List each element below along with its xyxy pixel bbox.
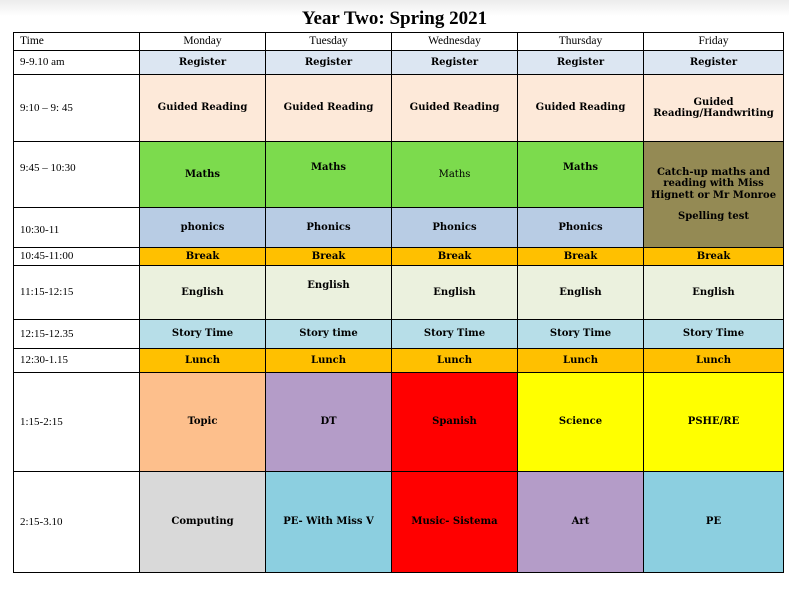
lunch-cell-fri: Lunch <box>643 348 784 373</box>
time-cell: 9:45 – 10:30 <box>13 141 140 208</box>
story-row: 12:15-12.35 Story Time Story time Story … <box>13 319 784 349</box>
afternoon2-row: 2:15-3.10 Computing PE- With Miss V Musi… <box>13 471 784 573</box>
phonics-row: 10:30-11 phonics Phonics Phonics Phonics <box>13 207 784 248</box>
english-row: 11:15-12:15 English English English Engl… <box>13 265 784 320</box>
time-cell: 10:30-11 <box>13 207 140 248</box>
reading-cell-wed: Guided Reading <box>391 74 518 142</box>
phonics-cell-wed: Phonics <box>391 207 518 248</box>
pe-miss-v-cell: PE- With Miss V <box>265 471 392 573</box>
page-title: Year Two: Spring 2021 <box>301 8 488 29</box>
time-cell: 10:45-11:00 <box>13 247 140 266</box>
break-cell-wed: Break <box>391 247 518 266</box>
catchup-text: Catch-up maths and reading with Miss Hig… <box>650 166 777 201</box>
maths-cell-mon: Maths <box>139 141 266 208</box>
header-thursday: Thursday <box>517 32 644 51</box>
lunch-cell-tue: Lunch <box>265 348 392 373</box>
story-cell-fri: Story Time <box>643 319 784 349</box>
english-cell-tue: English <box>265 265 392 320</box>
header-row: Time Monday Tuesday Wednesday Thursday F… <box>13 32 784 51</box>
english-cell-thu: English <box>517 265 644 320</box>
time-cell: 9-9.10 am <box>13 50 140 75</box>
lunch-cell-wed: Lunch <box>391 348 518 373</box>
music-sistema-cell: Music- Sistema <box>391 471 518 573</box>
break-cell-fri: Break <box>643 247 784 266</box>
spanish-cell: Spanish <box>391 372 518 472</box>
story-cell-wed: Story Time <box>391 319 518 349</box>
phonics-cell-mon: phonics <box>139 207 266 248</box>
register-cell-tue: Register <box>265 50 392 75</box>
header-wednesday: Wednesday <box>391 32 518 51</box>
lunch-cell-mon: Lunch <box>139 348 266 373</box>
break-cell-thu: Break <box>517 247 644 266</box>
time-cell: 9:10 – 9: 45 <box>13 74 140 142</box>
reading-cell-tue: Guided Reading <box>265 74 392 142</box>
story-cell-tue: Story time <box>265 319 392 349</box>
break-row: 10:45-11:00 Break Break Break Break Brea… <box>13 247 784 266</box>
time-cell: 1:15-2:15 <box>13 372 140 472</box>
reading-cell-thu: Guided Reading <box>517 74 644 142</box>
header-tuesday: Tuesday <box>265 32 392 51</box>
reading-cell-fri: Guided Reading/Handwriting <box>643 74 784 142</box>
spelling-test-text: Spelling test <box>678 211 749 222</box>
timetable: Time Monday Tuesday Wednesday Thursday F… <box>13 32 784 573</box>
register-cell-mon: Register <box>139 50 266 75</box>
english-cell-mon: English <box>139 265 266 320</box>
maths-row: 9:45 – 10:30 Maths Maths Maths Maths Cat… <box>13 141 784 248</box>
afternoon1-row: 1:15-2:15 Topic DT Spanish Science PSHE/… <box>13 372 784 472</box>
register-cell-thu: Register <box>517 50 644 75</box>
time-cell: 12:15-12.35 <box>13 319 140 349</box>
reading-row: 9:10 – 9: 45 Guided Reading Guided Readi… <box>13 74 784 142</box>
register-cell-wed: Register <box>391 50 518 75</box>
register-cell-fri: Register <box>643 50 784 75</box>
break-cell-mon: Break <box>139 247 266 266</box>
maths-cell-thu: Maths <box>517 141 644 208</box>
time-cell: 2:15-3.10 <box>13 471 140 573</box>
friday-catchup-cell: Catch-up maths and reading with Miss Hig… <box>643 141 784 248</box>
english-cell-fri: English <box>643 265 784 320</box>
maths-cell-tue: Maths <box>265 141 392 208</box>
phonics-cell-tue: Phonics <box>265 207 392 248</box>
header-time: Time <box>13 32 140 51</box>
story-cell-mon: Story Time <box>139 319 266 349</box>
lunch-row: 12:30-1.15 Lunch Lunch Lunch Lunch Lunch <box>13 348 784 373</box>
time-cell: 11:15-12:15 <box>13 265 140 320</box>
reading-cell-mon: Guided Reading <box>139 74 266 142</box>
register-row: 9-9.10 am Register Register Register Reg… <box>13 50 784 75</box>
pe-cell: PE <box>643 471 784 573</box>
dt-cell: DT <box>265 372 392 472</box>
english-cell-wed: English <box>391 265 518 320</box>
break-cell-tue: Break <box>265 247 392 266</box>
lunch-cell-thu: Lunch <box>517 348 644 373</box>
topic-cell: Topic <box>139 372 266 472</box>
maths-cell-wed: Maths <box>391 141 518 208</box>
header-monday: Monday <box>139 32 266 51</box>
art-cell: Art <box>517 471 644 573</box>
phonics-cell-thu: Phonics <box>517 207 644 248</box>
science-cell: Science <box>517 372 644 472</box>
pshe-re-cell: PSHE/RE <box>643 372 784 472</box>
header-friday: Friday <box>643 32 784 51</box>
time-cell: 12:30-1.15 <box>13 348 140 373</box>
computing-cell: Computing <box>139 471 266 573</box>
story-cell-thu: Story Time <box>517 319 644 349</box>
top-shadow-band <box>0 0 789 16</box>
